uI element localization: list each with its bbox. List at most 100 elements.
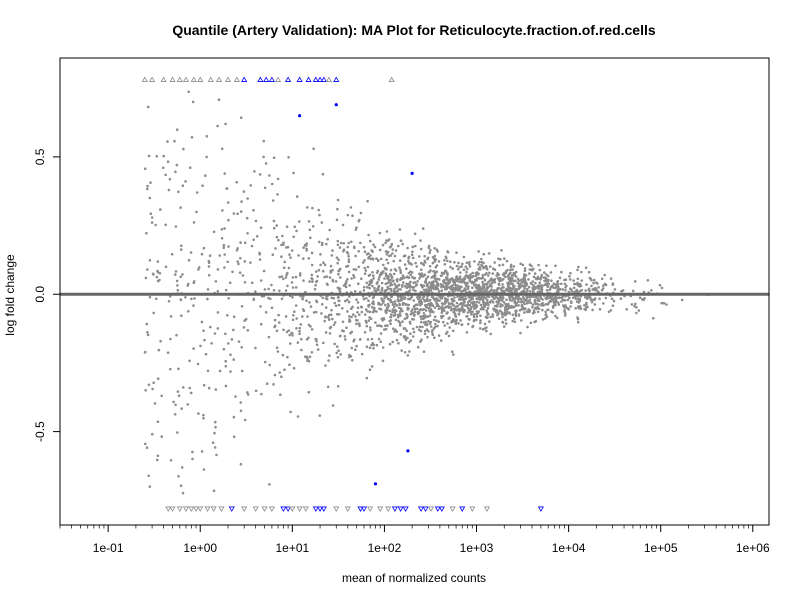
x-axis: 1e-01 1e+00 1e+01 1e+02 1e+03 1e+04 1e+05 1e+06 [59,525,770,555]
triangle-down-point-3-0 [228,506,235,512]
point-cloud-layer [143,90,709,495]
chart-title: Quantile (Artery Validation): MA Plot fo… [172,22,656,38]
triangle-up-point-2-1 [149,76,156,82]
x-tick-label-1: 1e+00 [183,541,217,555]
series-3-triangle-down [228,506,544,512]
triangle-up-point-2-6 [190,76,197,82]
triangle-down-point-4-11 [252,506,259,512]
data-point-0-1 [334,103,338,107]
triangle-down-point-3-6 [357,506,364,512]
triangle-down-point-4-25 [483,506,491,512]
triangle-down-point-4-4 [188,506,195,512]
triangle-down-point-4-6 [197,506,204,512]
series-1-triangle-up [241,76,340,82]
triangle-down-point-3-12 [422,506,429,512]
triangle-down-point-4-15 [296,506,303,512]
x-tick-label-2: 1e+01 [275,541,309,555]
x-tick-label-4: 1e+03 [460,541,494,555]
triangle-up-point-1-5 [296,76,303,82]
data-point-0-3 [406,449,410,453]
triangle-down-point-3-7 [360,506,368,512]
triangle-up-point-2-14 [388,76,395,82]
y-tick-label-2: 0.5 [33,148,47,165]
triangle-up-point-2-10 [224,76,232,82]
triangle-down-point-4-1 [169,506,176,512]
triangle-down-point-4-10 [241,506,248,512]
data-point-0-2 [410,171,414,175]
triangle-down-point-4-16 [302,506,309,512]
triangle-up-point-1-9 [320,76,327,82]
triangle-down-point-3-8 [391,506,399,512]
triangle-up-point-2-8 [207,76,214,82]
triangle-up-point-1-7 [312,76,319,82]
triangle-up-point-2-12 [274,76,282,82]
series-4-triangle-down [165,506,491,512]
triangle-down-point-4-14 [289,506,296,512]
triangle-up-point-1-8 [316,76,324,82]
triangle-down-point-3-11 [417,506,425,512]
data-point-0-0 [298,114,302,118]
triangle-down-point-4-5 [192,506,200,512]
triangle-down-point-3-3 [312,506,319,512]
x-tick-label-5: 1e+04 [552,541,586,555]
y-axis: -0.5 0.0 0.5 [33,148,60,442]
triangle-down-point-4-2 [176,506,183,512]
x-tick-label-0: 1e-01 [93,541,124,555]
triangle-up-point-2-0 [141,76,148,82]
triangle-up-point-1-1 [257,76,264,82]
triangle-down-point-3-13 [434,506,441,512]
triangle-down-point-4-0 [165,506,172,512]
triangle-up-point-2-5 [182,76,190,82]
triangle-up-point-1-4 [285,76,292,82]
triangle-down-point-3-15 [459,506,466,512]
triangle-down-point-3-10 [402,506,409,512]
triangle-down-point-3-16 [537,506,544,512]
point-cloud [143,90,709,495]
triangle-down-point-4-22 [427,506,435,512]
triangle-down-point-4-3 [182,506,190,512]
triangle-down-point-4-8 [210,506,217,512]
triangle-up-point-2-9 [215,76,223,82]
plot-frame [59,57,770,526]
triangle-down-point-3-4 [316,506,324,512]
y-tick-label-0: -0.5 [33,421,47,442]
triangle-up-point-2-4 [176,76,183,82]
data-point-0-4 [373,482,378,486]
x-tick-label-3: 1e+02 [368,541,402,555]
triangle-down-point-3-2 [285,506,292,512]
triangle-down-point-3-1 [280,506,287,512]
triangle-up-point-1-2 [263,76,270,82]
triangle-down-point-4-19 [367,506,374,512]
triangle-up-point-2-2 [160,76,167,82]
y-axis-label: log fold change [3,254,17,336]
x-axis-label: mean of normalized counts [342,571,486,585]
triangle-down-point-4-12 [261,506,268,512]
triangle-down-point-4-13 [268,506,275,512]
x-tick-label-7: 1e+06 [736,541,770,555]
x-tick-label-6: 1e+05 [644,541,678,555]
triangle-down-point-4-9 [218,506,225,512]
triangle-down-point-3-9 [397,506,404,512]
triangle-up-point-2-13 [325,76,333,82]
triangle-down-point-4-24 [469,506,476,512]
triangle-up-point-1-6 [305,76,312,82]
series-0-point [298,103,414,486]
triangle-down-point-4-23 [449,506,456,512]
triangle-down-point-4-20 [377,506,384,512]
triangle-down-point-4-18 [344,506,351,512]
triangle-up-point-1-3 [268,76,275,82]
triangle-up-point-2-11 [233,76,240,82]
triangle-down-point-3-14 [438,506,445,512]
triangle-up-point-2-7 [197,76,204,82]
triangle-down-point-4-21 [385,506,392,512]
series-layer [141,76,544,512]
triangle-up-point-1-0 [241,76,248,82]
triangle-down-point-4-17 [333,506,340,512]
triangle-down-point-4-7 [204,506,211,512]
triangle-up-point-1-10 [333,76,340,82]
triangle-up-point-2-3 [169,76,176,82]
series-2-triangle-up [141,76,395,82]
triangle-down-point-3-5 [320,506,327,512]
